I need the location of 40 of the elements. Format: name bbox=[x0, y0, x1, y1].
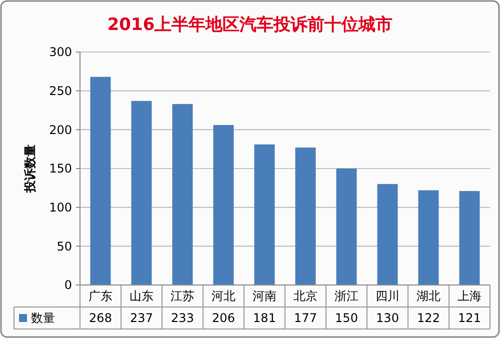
x-tick-label: 湖北 bbox=[416, 289, 440, 304]
data-label: 130 bbox=[376, 311, 399, 326]
bar bbox=[172, 104, 193, 285]
y-axis-title: 投诉数量 bbox=[23, 144, 37, 194]
data-label: 206 bbox=[212, 311, 235, 326]
x-tick-label: 四川 bbox=[376, 289, 400, 304]
data-label: 181 bbox=[253, 311, 276, 326]
data-label: 233 bbox=[171, 311, 194, 326]
x-tick-label: 广东 bbox=[88, 289, 112, 304]
y-tick-label: 0 bbox=[64, 278, 72, 292]
bar bbox=[377, 184, 398, 285]
bar bbox=[295, 148, 316, 285]
y-tick-label: 200 bbox=[49, 122, 72, 137]
data-label: 177 bbox=[294, 311, 317, 326]
bar bbox=[213, 125, 234, 285]
x-tick-label: 上海 bbox=[458, 289, 482, 304]
y-tick-label: 100 bbox=[49, 200, 72, 215]
bar bbox=[336, 168, 357, 285]
data-label: 268 bbox=[89, 311, 112, 326]
x-tick-label: 山东 bbox=[130, 289, 154, 304]
data-label: 237 bbox=[130, 311, 153, 326]
y-tick-label: 50 bbox=[56, 239, 72, 254]
bar bbox=[90, 76, 111, 285]
data-label: 122 bbox=[417, 311, 440, 326]
x-tick-label: 浙江 bbox=[334, 289, 358, 304]
bar bbox=[459, 191, 480, 285]
x-tick-label: 河北 bbox=[212, 289, 236, 304]
y-tick-label: 300 bbox=[49, 45, 72, 60]
bar bbox=[418, 190, 439, 285]
data-label: 121 bbox=[458, 311, 481, 326]
bar bbox=[254, 144, 275, 285]
bar bbox=[131, 100, 152, 285]
x-tick-label: 河南 bbox=[252, 289, 276, 304]
x-tick-label: 江苏 bbox=[170, 289, 194, 304]
legend-label: 数量 bbox=[31, 311, 55, 326]
data-label: 150 bbox=[335, 311, 358, 326]
y-tick-label: 150 bbox=[49, 162, 72, 176]
y-tick-label: 250 bbox=[49, 84, 72, 98]
chart-title: 2016上半年地区汽车投诉前十位城市 bbox=[107, 15, 393, 35]
x-tick-label: 北京 bbox=[294, 289, 318, 304]
